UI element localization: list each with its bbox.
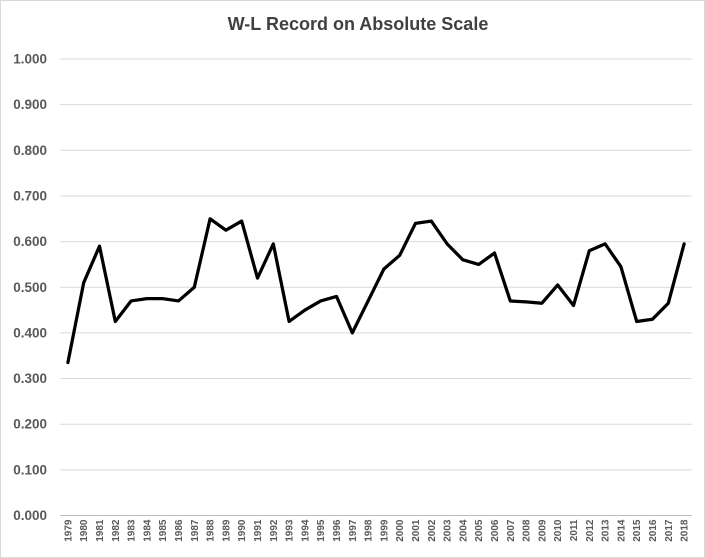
x-axis-tick-label: 1995 [316,519,327,542]
x-axis-tick-label: 1994 [300,519,311,542]
x-axis-tick-label: 2003 [443,519,454,542]
x-axis-tick-label: 1993 [285,519,296,542]
x-axis-tick-label: 2002 [427,519,438,542]
x-axis-tick-label: 2008 [522,519,533,542]
x-axis-tick-label: 1981 [95,519,106,542]
x-axis-tick-label: 2009 [537,519,548,542]
x-axis-tick-label: 2007 [506,519,517,542]
x-axis-tick-label: 2001 [411,519,422,542]
x-axis-tick-label: 2017 [664,519,675,542]
y-axis-tick-label: 0.600 [13,234,47,249]
x-axis-tick-label: 1999 [379,519,390,542]
x-axis-tick-label: 1984 [142,519,153,542]
y-axis-tick-label: 0.800 [13,143,47,158]
y-axis-tick-label: 0.400 [13,325,47,340]
x-axis-labels: 1979 1980 1981 1982 1983 1984 1985 1986 1987 1988… [63,519,690,542]
x-axis-tick-label: 2004 [458,519,469,542]
x-axis-tick-label: 2013 [601,519,612,542]
x-axis-tick-label: 2014 [616,519,627,542]
x-axis-tick-label: 2006 [490,519,501,542]
y-axis-tick-label: 0.000 [13,508,47,523]
y-axis-tick-label: 0.500 [13,280,47,295]
data-line [66,217,686,365]
x-axis-tick-label: 1996 [332,519,343,542]
data-line-group [66,217,686,365]
y-axis-tick-label: 0.900 [13,97,47,112]
x-axis-tick-label: 1987 [190,519,201,542]
x-axis-tick-label: 1997 [348,519,359,542]
x-axis-tick-label: 2000 [395,519,406,542]
x-axis-tick-label: 1986 [174,519,185,542]
x-axis-tick-label: 1983 [127,519,138,542]
gridlines [60,58,692,471]
y-axis-tick-label: 1.000 [13,52,47,67]
y-axis-tick-label: 0.300 [13,371,47,386]
chart-title: W-L Record on Absolute Scale [228,14,489,34]
x-axis-tick-label: 1982 [111,519,122,542]
x-axis-tick-label: 1990 [237,519,248,542]
y-axis-tick-label: 0.100 [13,462,47,477]
y-axis-tick-label: 0.700 [13,188,47,203]
x-axis-tick-label: 1989 [221,519,232,542]
x-axis-tick-label: 1998 [364,519,375,542]
x-axis-tick-label: 2015 [632,519,643,542]
x-axis-tick-label: 1992 [269,519,280,542]
x-axis-tick-label: 2012 [585,519,596,542]
x-axis-tick-label: 2018 [680,519,691,542]
x-axis-tick-label: 2010 [553,519,564,542]
y-axis-labels: 1.000 0.900 0.800 0.700 0.600 0.500 0.400 0.300… [13,52,47,524]
x-axis-tick-label: 2011 [569,519,580,541]
x-axis-tick-label: 1991 [253,519,264,542]
x-axis-tick-label: 2016 [648,519,659,542]
x-axis-tick-label: 1980 [79,519,90,542]
x-axis-tick-label: 2005 [474,519,485,542]
x-axis-tick-label: 1988 [206,519,217,542]
x-axis-tick-label: 1985 [158,519,169,542]
x-axis-tick-label: 1979 [63,519,74,542]
y-axis-tick-label: 0.200 [13,417,47,432]
